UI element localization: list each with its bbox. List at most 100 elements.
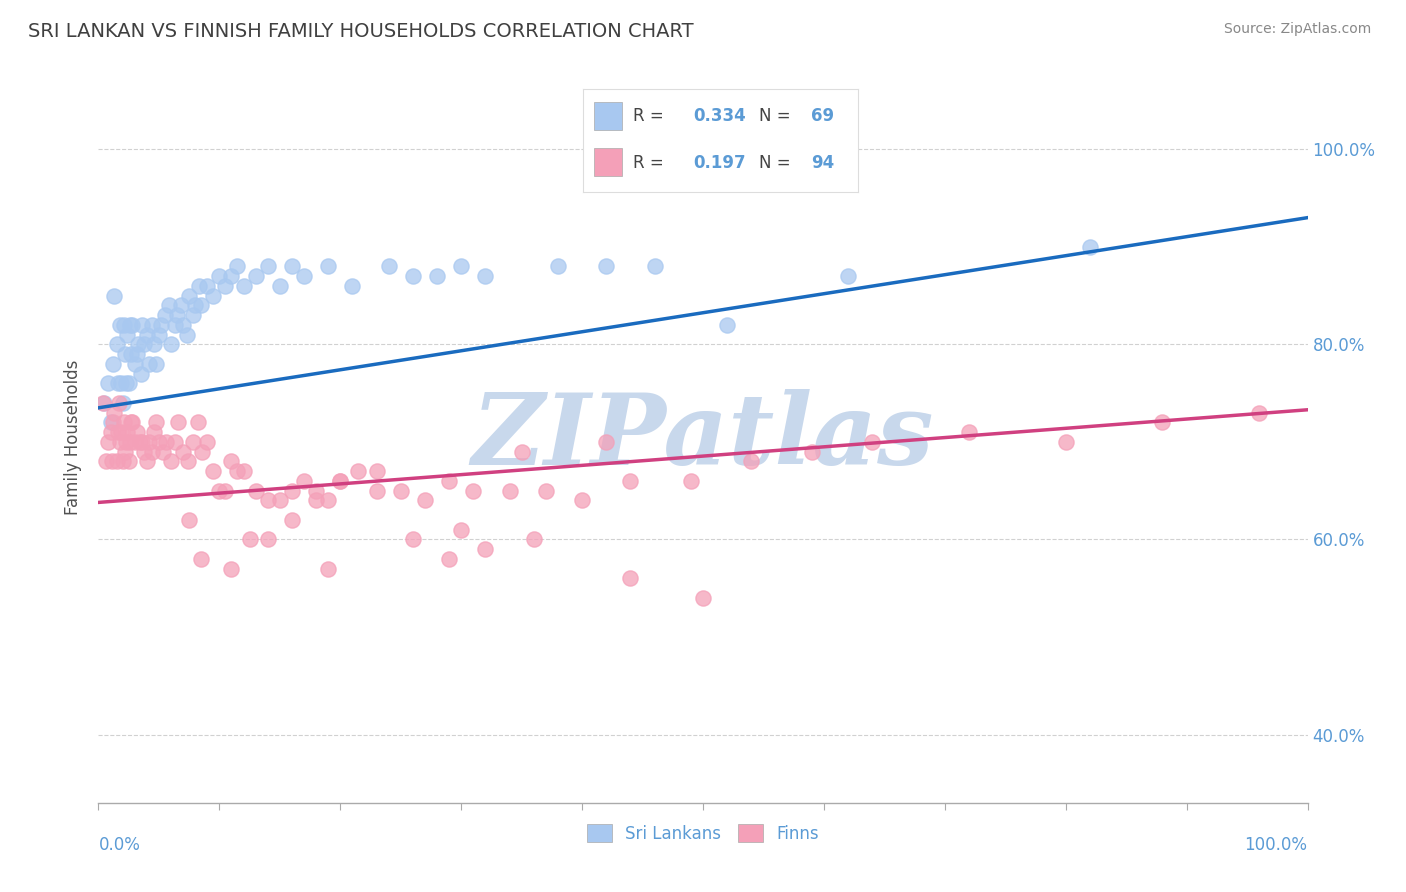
Point — [523, 533, 546, 547]
Point — [595, 434, 617, 449]
Point — [169, 298, 191, 312]
Point — [239, 533, 262, 547]
Point — [450, 523, 472, 537]
Point — [143, 337, 166, 351]
Point — [187, 279, 209, 293]
Point — [342, 279, 364, 293]
Point — [1054, 434, 1077, 449]
Point — [94, 454, 117, 468]
Point — [124, 434, 146, 449]
Point — [221, 562, 243, 576]
Text: SRI LANKAN VS FINNISH FAMILY HOUSEHOLDS CORRELATION CHART: SRI LANKAN VS FINNISH FAMILY HOUSEHOLDS … — [28, 22, 693, 41]
Point — [100, 425, 122, 440]
Point — [110, 376, 132, 391]
Point — [131, 318, 153, 332]
Text: 0.0%: 0.0% — [98, 836, 141, 854]
Point — [402, 533, 425, 547]
Text: 94: 94 — [811, 154, 834, 172]
Point — [135, 327, 157, 342]
Point — [166, 308, 188, 322]
Point — [141, 444, 163, 458]
Point — [256, 260, 278, 274]
Point — [111, 396, 134, 410]
Point — [366, 464, 388, 478]
Point — [208, 483, 231, 498]
Point — [214, 483, 236, 498]
Point — [91, 396, 114, 410]
Point — [141, 318, 163, 332]
Point — [121, 416, 143, 430]
Point — [134, 337, 156, 351]
Point — [426, 269, 449, 284]
Point — [1152, 416, 1174, 430]
Point — [644, 260, 666, 274]
Point — [571, 493, 593, 508]
Point — [1249, 406, 1271, 420]
Point — [179, 513, 201, 527]
Point — [190, 552, 212, 566]
Point — [172, 318, 194, 332]
Point — [143, 425, 166, 440]
Point — [389, 483, 412, 498]
Point — [679, 474, 702, 488]
Point — [118, 434, 141, 449]
Point — [112, 416, 135, 430]
Point — [108, 318, 131, 332]
Point — [152, 444, 174, 458]
Point — [101, 357, 124, 371]
Point — [184, 298, 207, 312]
Point — [100, 454, 122, 468]
Point — [120, 416, 142, 430]
Point — [124, 357, 146, 371]
Point — [292, 474, 315, 488]
Text: N =: N = — [759, 107, 796, 125]
Point — [800, 444, 823, 458]
Point — [305, 493, 328, 508]
Point — [463, 483, 485, 498]
Point — [107, 425, 129, 440]
Point — [329, 474, 352, 488]
Point — [450, 260, 472, 274]
Point — [118, 376, 141, 391]
Point — [181, 434, 204, 449]
Point — [281, 260, 304, 274]
Point — [232, 279, 254, 293]
FancyBboxPatch shape — [595, 148, 621, 177]
Point — [366, 483, 388, 498]
Point — [413, 493, 436, 508]
Point — [190, 298, 212, 312]
Point — [716, 318, 738, 332]
Text: 0.197: 0.197 — [693, 154, 745, 172]
Point — [245, 483, 267, 498]
Point — [245, 269, 267, 284]
Point — [138, 357, 160, 371]
Point — [534, 483, 557, 498]
Point — [619, 572, 641, 586]
Point — [127, 337, 149, 351]
Point — [402, 269, 425, 284]
Point — [226, 464, 249, 478]
Point — [474, 269, 496, 284]
Point — [101, 416, 124, 430]
Point — [103, 406, 125, 420]
Text: 100.0%: 100.0% — [1244, 836, 1308, 854]
Y-axis label: Family Households: Family Households — [63, 359, 82, 515]
Point — [595, 260, 617, 274]
Point — [167, 416, 190, 430]
Point — [692, 591, 714, 605]
Point — [619, 474, 641, 488]
Point — [347, 464, 370, 478]
Point — [114, 347, 136, 361]
FancyBboxPatch shape — [595, 102, 621, 130]
Point — [214, 279, 236, 293]
Point — [269, 279, 291, 293]
Point — [860, 434, 883, 449]
Point — [740, 454, 762, 468]
Point — [114, 444, 136, 458]
Point — [256, 493, 278, 508]
Point — [121, 318, 143, 332]
Point — [117, 425, 139, 440]
Point — [221, 454, 243, 468]
Point — [269, 493, 291, 508]
Point — [957, 425, 980, 440]
